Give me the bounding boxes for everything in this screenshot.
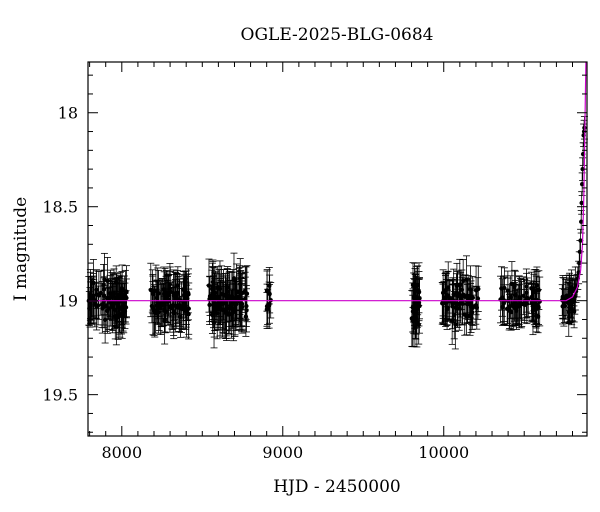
data-point-159: [170, 287, 178, 340]
data-point-168: [165, 273, 173, 317]
data-points: [85, 116, 588, 350]
data-point-271: [208, 262, 216, 315]
x-tick-label: 9000: [262, 443, 303, 462]
data-point-454: [529, 286, 537, 336]
data-point-380: [466, 285, 474, 323]
data-point-87: [118, 290, 126, 325]
plot-frame: [87, 61, 588, 437]
data-point-284: [263, 283, 271, 329]
data-point-483: [559, 277, 567, 320]
data-point-383: [463, 255, 471, 305]
data-point-451: [503, 291, 511, 326]
data-point-89: [94, 285, 102, 326]
data-point-260: [221, 280, 229, 339]
chart-title: OGLE-2025-BLG-0684: [241, 25, 434, 45]
data-point-452: [500, 267, 508, 309]
x-tick-label: 10000: [418, 443, 469, 462]
data-point-172: [181, 275, 189, 310]
x-axis-label: HJD - 2450000: [273, 477, 401, 497]
data-point-173: [185, 288, 193, 340]
data-point-268: [206, 284, 214, 325]
data-point-442: [535, 289, 543, 326]
data-point-384: [443, 289, 451, 326]
tick-labels: 8000 9000 10000 18 18.5 19 19.5: [42, 104, 469, 462]
data-point-449: [527, 280, 535, 314]
data-point-373: [452, 282, 460, 332]
x-tick-label: 8000: [101, 443, 142, 462]
data-point-171: [151, 286, 159, 338]
model-line: [88, 61, 587, 302]
data-point-361: [444, 261, 452, 314]
data-point-82: [109, 280, 117, 334]
data-point-369: [472, 265, 480, 316]
data-point-76: [101, 296, 109, 344]
data-point-371: [438, 282, 446, 325]
data-point-494: [578, 172, 586, 196]
data-point-444: [514, 284, 522, 325]
data-point-381: [456, 273, 464, 318]
data-point-165: [148, 288, 156, 324]
data-point-375: [453, 279, 461, 328]
data-point-423: [518, 281, 526, 327]
data-point-262: [241, 266, 249, 319]
y-tick-label: 19.5: [42, 386, 78, 405]
y-tick-label: 18.5: [42, 198, 78, 217]
data-point-264: [242, 296, 250, 337]
data-point-484: [566, 272, 574, 312]
plot-axes: [87, 61, 588, 437]
model-curve: [88, 61, 587, 302]
data-point-68: [121, 269, 129, 323]
data-point-314: [410, 287, 418, 326]
y-tick-label: 19: [58, 292, 78, 311]
data-point-170: [171, 279, 179, 333]
data-point-84: [110, 274, 118, 320]
data-point-77: [100, 269, 108, 309]
y-tick-label: 18: [58, 104, 78, 123]
data-point-273: [228, 272, 236, 322]
data-point-437: [509, 283, 517, 328]
data-point-157: [178, 281, 186, 333]
data-point-270: [238, 273, 246, 313]
y-axis-label: I magnitude: [11, 197, 31, 301]
data-point-174: [155, 290, 163, 334]
